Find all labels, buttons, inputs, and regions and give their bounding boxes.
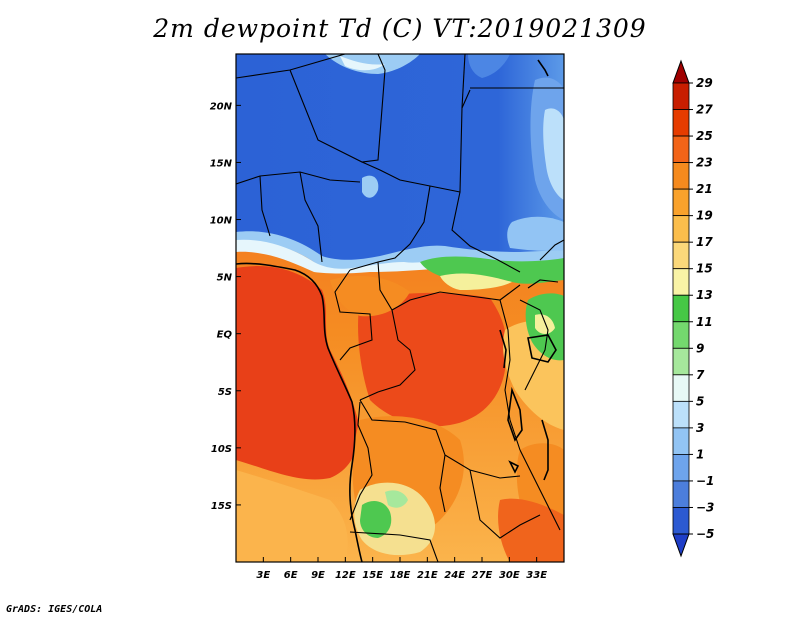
colorbar: 29 27 25 23 21 19 17 15 13 11 9 7 5 3 1 −1 −3 −5: [672, 59, 714, 558]
colorbar-label: −1: [696, 474, 714, 488]
page-title: 2m dewpoint Td (C) VT:2019021309: [153, 14, 647, 43]
colorbar-label: 15: [696, 262, 713, 276]
colorbar-segment: [672, 109, 690, 137]
field-hoggar-light: [325, 54, 420, 74]
colorbar-segment: [672, 135, 690, 163]
field-transition-pale: [236, 239, 446, 274]
colorbar-label: 5: [696, 394, 704, 408]
field-air-light: [362, 175, 379, 198]
field-gold-sw: [236, 470, 348, 562]
colorbar-label: 3: [696, 421, 704, 435]
colorbar-bottom-arrow: [672, 533, 690, 558]
colorbar-label: 23: [696, 156, 713, 170]
field-east-lightblue: [543, 108, 564, 200]
colorbar-segment: [672, 454, 690, 482]
colorbar-segment: [672, 268, 690, 296]
colorbar-segment: [672, 347, 690, 376]
colorbar-segment: [672, 294, 690, 323]
colorbar-segment: [672, 241, 690, 270]
colorbar-label: 17: [696, 235, 713, 249]
field-lightgreen-sw: [385, 490, 408, 508]
dewpoint-field: [236, 54, 564, 562]
colorbar-segment: [672, 374, 690, 402]
colorbar-label: 19: [696, 209, 713, 223]
colorbar-segment: [672, 162, 690, 190]
lon-tick-label: 33E: [526, 570, 547, 581]
field-transition-yellow: [440, 273, 512, 290]
field-yellow-east: [535, 314, 555, 334]
field-transition-green: [420, 256, 564, 284]
colorbar-label: 11: [696, 315, 713, 329]
colorbar-segment: [672, 321, 690, 349]
colorbar-label: 27: [696, 103, 713, 117]
colorbar-top-arrow: [672, 59, 690, 84]
colorbar-segment: [672, 188, 690, 217]
axis-ticks: 3E 6E 9E 12E 15E 18E 21E 24E 27E 30E 33E 20N 15N 10N 5…: [210, 101, 548, 581]
lon-tick-label: 9E: [311, 570, 325, 581]
lat-tick-label: EQ: [217, 330, 233, 341]
colorbar-label: 29: [696, 76, 713, 90]
lat-tick-label: 5N: [217, 273, 233, 284]
lat-tick-label: 5S: [218, 387, 232, 398]
country-borders: [236, 54, 564, 562]
colorbar-label: 25: [696, 129, 713, 143]
colorbar-label: −5: [696, 527, 714, 541]
colorbar-label: −3: [696, 500, 714, 514]
lon-tick-label: 24E: [444, 570, 465, 581]
lon-tick-label: 12E: [335, 570, 356, 581]
colorbar-label: 9: [696, 341, 704, 355]
lat-tick-label: 10N: [210, 216, 233, 227]
field-red-se: [498, 498, 564, 562]
lat-tick-label: 20N: [210, 101, 233, 112]
lon-tick-label: 18E: [390, 570, 411, 581]
lat-tick-label: 10S: [211, 444, 232, 455]
colorbar-segment: [672, 400, 690, 429]
colorbar-segment: [672, 215, 690, 243]
lon-tick-label: 3E: [256, 570, 270, 581]
lat-tick-label: 15N: [210, 158, 233, 169]
field-darfur-light: [507, 216, 564, 251]
lat-tick-label: 15S: [211, 501, 232, 512]
colorbar-label: 7: [696, 368, 705, 382]
colorbar-label: 21: [696, 182, 713, 196]
field-red-west: [236, 266, 359, 480]
colorbar-segment: [672, 480, 690, 508]
lon-tick-label: 6E: [284, 570, 298, 581]
colorbar-label: 1: [696, 447, 704, 461]
field-dry-north: [236, 54, 564, 272]
coastlines: [236, 59, 557, 562]
field-hoggar-pale: [340, 56, 385, 71]
field-tibesti: [468, 54, 510, 78]
colorbar-segment: [672, 427, 690, 455]
lon-tick-label: 30E: [499, 570, 520, 581]
colorbar-segment: [672, 507, 690, 535]
field-green-sw: [360, 500, 392, 538]
grads-credit: GrADS: IGES/COLA: [6, 604, 103, 615]
colorbar-label: 13: [696, 288, 713, 302]
lon-tick-label: 15E: [362, 570, 383, 581]
colorbar-segment: [672, 82, 690, 110]
lon-tick-label: 21E: [417, 570, 438, 581]
lon-tick-label: 27E: [472, 570, 493, 581]
